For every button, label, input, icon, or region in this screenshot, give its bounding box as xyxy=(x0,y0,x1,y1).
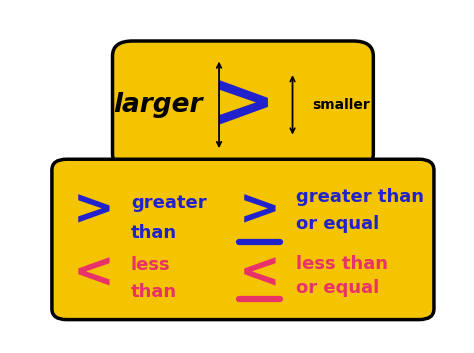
Text: or equal: or equal xyxy=(296,215,380,233)
Text: greater: greater xyxy=(131,194,207,212)
Text: less than: less than xyxy=(296,255,388,273)
Text: smaller: smaller xyxy=(313,98,371,112)
FancyBboxPatch shape xyxy=(52,159,434,319)
Text: >: > xyxy=(238,187,281,235)
FancyBboxPatch shape xyxy=(112,41,374,169)
Text: greater than: greater than xyxy=(296,188,424,206)
Text: than: than xyxy=(131,224,177,241)
Text: <: < xyxy=(73,250,115,297)
Text: larger: larger xyxy=(114,92,203,118)
Text: >: > xyxy=(210,67,275,143)
Text: or equal: or equal xyxy=(296,279,380,297)
Text: <: < xyxy=(238,250,281,297)
Text: >: > xyxy=(73,187,115,235)
Text: less: less xyxy=(131,256,171,274)
Text: than: than xyxy=(131,283,177,301)
